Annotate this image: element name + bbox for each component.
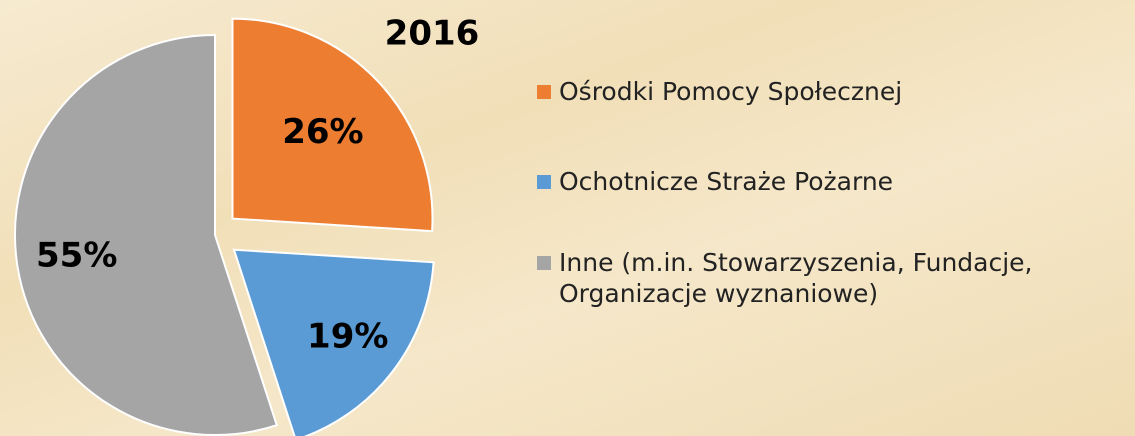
pie-slice — [231, 17, 434, 233]
legend-item: Ochotnicze Straże Pożarne — [533, 166, 1123, 197]
legend-item: Inne (m.in. Stowarzyszenia, Fundacje, Or… — [533, 247, 1123, 309]
legend-item: Ośrodki Pomocy Społecznej — [533, 76, 1123, 107]
data-label: 26% — [282, 112, 363, 152]
legend-label: Ośrodki Pomocy Społecznej — [559, 77, 903, 106]
legend: Ośrodki Pomocy Społecznej Ochotnicze Stra… — [533, 76, 1123, 368]
data-label: 19% — [307, 316, 388, 356]
pie-slice — [14, 33, 279, 436]
legend-swatch — [537, 175, 551, 189]
legend-label: Inne (m.in. Stowarzyszenia, Fundacje, Or… — [559, 248, 1033, 308]
legend-swatch — [537, 256, 551, 270]
data-label: 55% — [36, 235, 117, 275]
legend-swatch — [537, 85, 551, 99]
pie-slice — [232, 248, 435, 436]
chart-title: 2016 — [385, 14, 480, 54]
legend-label: Ochotnicze Straże Pożarne — [559, 167, 894, 196]
